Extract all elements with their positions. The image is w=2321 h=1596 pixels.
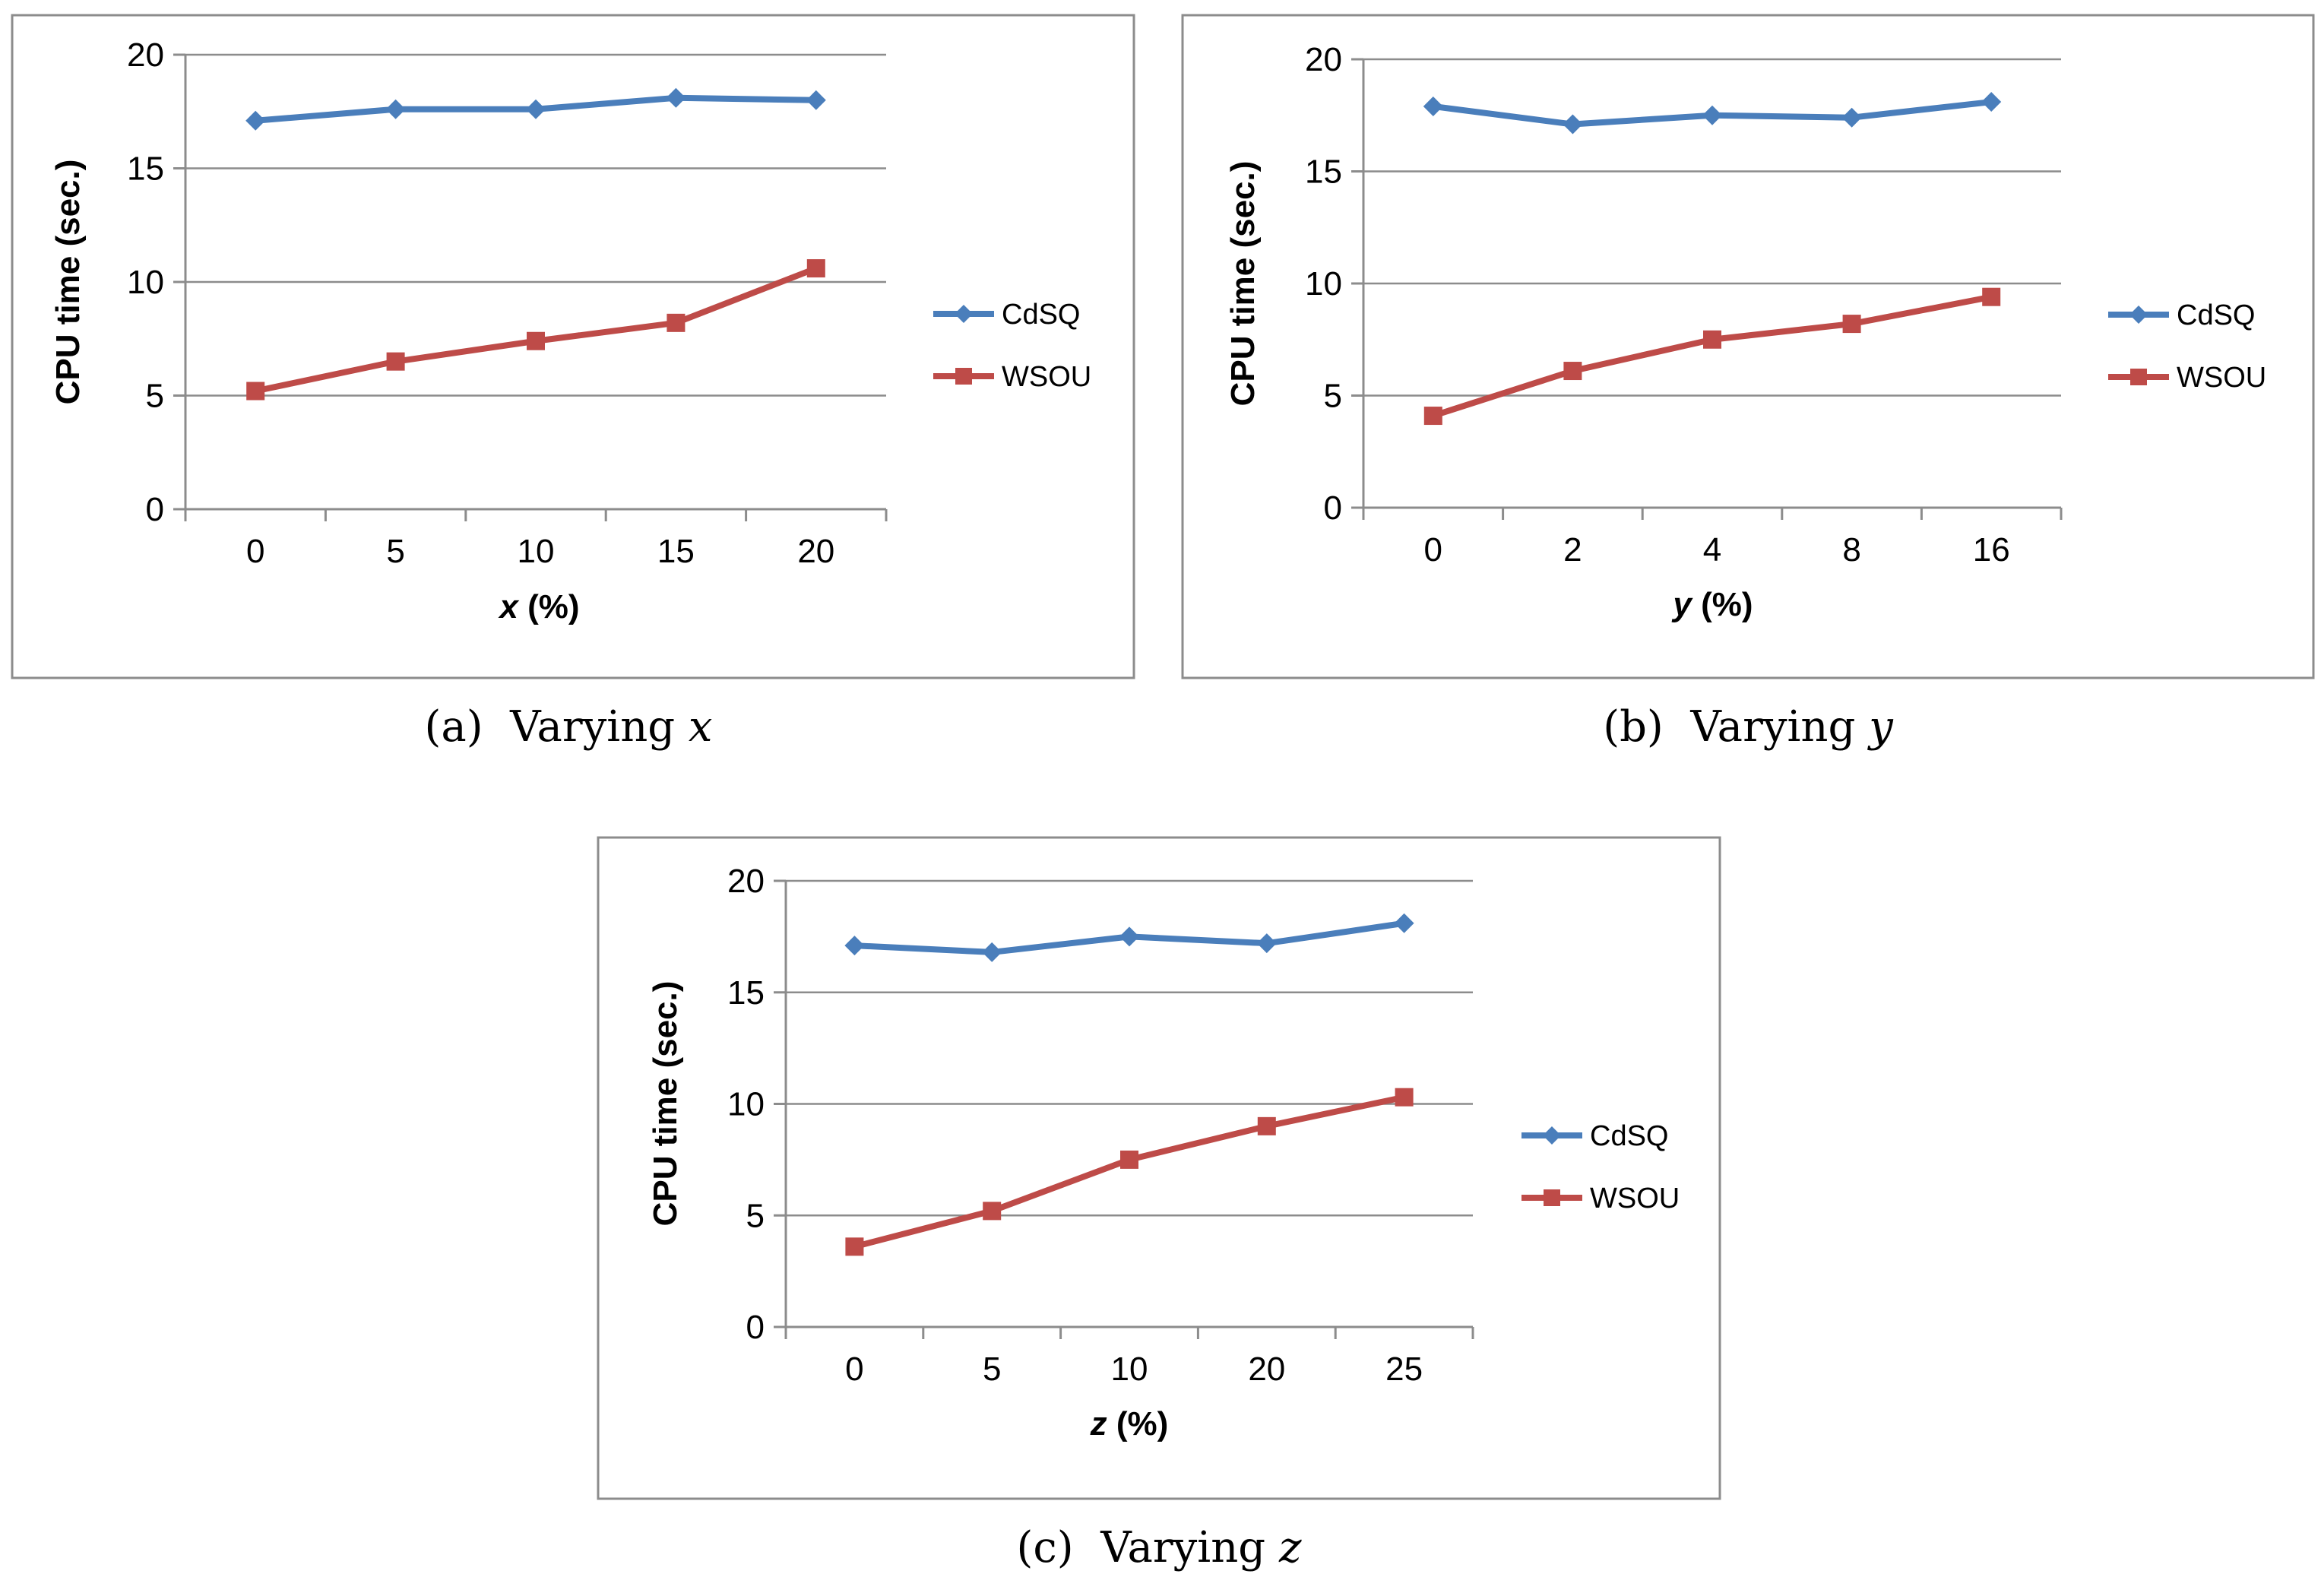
x-tick-label: 10: [518, 533, 555, 570]
data-point-wsou: [1120, 1150, 1138, 1169]
y-tick-label: 15: [727, 974, 765, 1012]
x-tick-label: 20: [797, 533, 834, 570]
legend-label-cdsq: CdSQ: [2177, 299, 2255, 331]
x-tick-label: 2: [1563, 531, 1582, 568]
data-point-cdsq: [1563, 114, 1583, 135]
x-axis-title-variable: y: [1671, 586, 1693, 623]
data-point-cdsq: [1119, 926, 1139, 947]
x-tick-label: 25: [1385, 1351, 1423, 1388]
legend-marker-wsou: [1544, 1189, 1560, 1206]
data-point-wsou: [386, 352, 405, 371]
data-point-cdsq: [1841, 107, 1862, 128]
data-point-wsou: [806, 259, 825, 278]
legend-marker-cdsq: [2129, 306, 2148, 324]
y-tick-label: 5: [1324, 378, 1342, 415]
data-point-wsou: [667, 313, 686, 332]
data-point-wsou: [1842, 315, 1861, 334]
y-tick-label: 15: [127, 150, 164, 188]
caption-variable: x: [689, 702, 713, 752]
data-point-cdsq: [1423, 96, 1443, 116]
data-point-wsou: [1257, 1116, 1276, 1135]
data-point-cdsq: [844, 936, 865, 956]
y-axis-title: CPU time (sec.): [647, 981, 684, 1227]
data-point-cdsq: [1394, 913, 1414, 933]
data-point-cdsq: [666, 87, 686, 108]
data-point-wsou: [1395, 1088, 1414, 1107]
x-axis-title-unit: (%): [1692, 586, 1753, 623]
x-axis-title-unit: (%): [518, 588, 580, 625]
data-point-cdsq: [245, 110, 266, 131]
y-tick-label: 20: [127, 36, 164, 74]
data-point-wsou: [983, 1202, 1002, 1221]
data-point-wsou: [1703, 330, 1721, 349]
y-tick-label: 5: [746, 1197, 765, 1234]
data-point-cdsq: [1981, 92, 2002, 112]
data-point-cdsq: [1256, 933, 1277, 954]
chart-a: 0 5 10 15 20 0 5 10 15 20 CPU time (sec.) x (%) CdSQ…: [11, 14, 1135, 679]
legend-label-cdsq: CdSQ: [1002, 299, 1080, 331]
data-point-cdsq: [982, 942, 1002, 962]
x-tick-label: 0: [246, 533, 264, 570]
y-tick-label: 10: [727, 1086, 765, 1123]
caption-prefix: (a) Varying: [425, 702, 689, 752]
data-point-wsou: [1423, 407, 1442, 426]
data-point-wsou: [1563, 362, 1582, 381]
legend-label-wsou: WSOU: [1590, 1183, 1680, 1214]
legend-marker-wsou: [955, 368, 972, 385]
data-point-wsou: [845, 1237, 864, 1256]
legend-marker-wsou: [2130, 369, 2147, 385]
x-tick-label: 16: [1973, 531, 2010, 568]
y-tick-label: 15: [1305, 154, 1342, 191]
y-tick-label: 10: [1305, 265, 1342, 302]
x-tick-label: 5: [386, 533, 404, 570]
subfigure-caption-a: (a) Varying x: [425, 702, 713, 752]
subfigure-caption-b: (b) Varying y: [1603, 702, 1894, 752]
x-tick-label: 4: [1703, 531, 1721, 568]
caption-variable: y: [1867, 702, 1894, 752]
y-tick-label: 20: [727, 863, 765, 900]
chart-b: 0 5 10 15 20 0 2 4 8 16 CPU time (sec.) y (%) CdSQ WS…: [1181, 14, 2315, 679]
legend-marker-cdsq: [1543, 1126, 1561, 1145]
y-axis-title: CPU time (sec.): [1224, 161, 1262, 407]
x-tick-label: 10: [1111, 1351, 1148, 1388]
x-axis-title-variable: z: [1090, 1405, 1107, 1442]
data-point-cdsq: [385, 99, 406, 119]
data-point-cdsq: [1702, 105, 1722, 125]
data-point-cdsq: [526, 99, 546, 119]
y-tick-label: 5: [146, 378, 164, 415]
legend-label-wsou: WSOU: [1002, 361, 1091, 393]
subfigure-caption-c: (c) Varying z: [1017, 1523, 1302, 1572]
x-axis-title-unit: (%): [1107, 1405, 1169, 1442]
caption-prefix: (b) Varying: [1603, 702, 1869, 752]
y-tick-label: 0: [746, 1309, 765, 1346]
y-axis-title: CPU time (sec.): [49, 160, 87, 405]
y-tick-label: 0: [1324, 489, 1342, 527]
x-tick-label: 8: [1842, 531, 1860, 568]
x-tick-label: 20: [1248, 1351, 1285, 1388]
data-point-wsou: [527, 331, 545, 350]
chart-frame: [1181, 14, 2315, 679]
caption-variable: z: [1278, 1523, 1302, 1572]
y-tick-label: 10: [127, 264, 164, 301]
x-tick-label: 5: [983, 1351, 1001, 1388]
x-axis-title: y (%): [1671, 586, 1753, 623]
y-tick-label: 0: [146, 491, 164, 528]
x-axis-title: z (%): [1090, 1405, 1169, 1442]
x-tick-label: 15: [657, 533, 695, 570]
x-tick-label: 0: [1424, 531, 1442, 568]
chart-c: 0 5 10 15 20 0 5 10 20 25 CPU time (sec.) z (%) CdSQ…: [597, 836, 1721, 1500]
x-axis-title-variable: x: [498, 588, 519, 625]
x-axis-title: x (%): [498, 588, 579, 625]
caption-prefix: (c) Varying: [1017, 1523, 1279, 1572]
data-point-wsou: [246, 382, 265, 401]
legend-label-wsou: WSOU: [2177, 362, 2266, 394]
data-point-cdsq: [806, 90, 826, 110]
legend-label-cdsq: CdSQ: [1590, 1120, 1668, 1152]
legend-marker-cdsq: [955, 305, 973, 323]
x-tick-label: 0: [845, 1351, 863, 1388]
chart-frame: [11, 14, 1135, 679]
data-point-wsou: [1982, 287, 2001, 306]
y-tick-label: 20: [1305, 41, 1342, 78]
